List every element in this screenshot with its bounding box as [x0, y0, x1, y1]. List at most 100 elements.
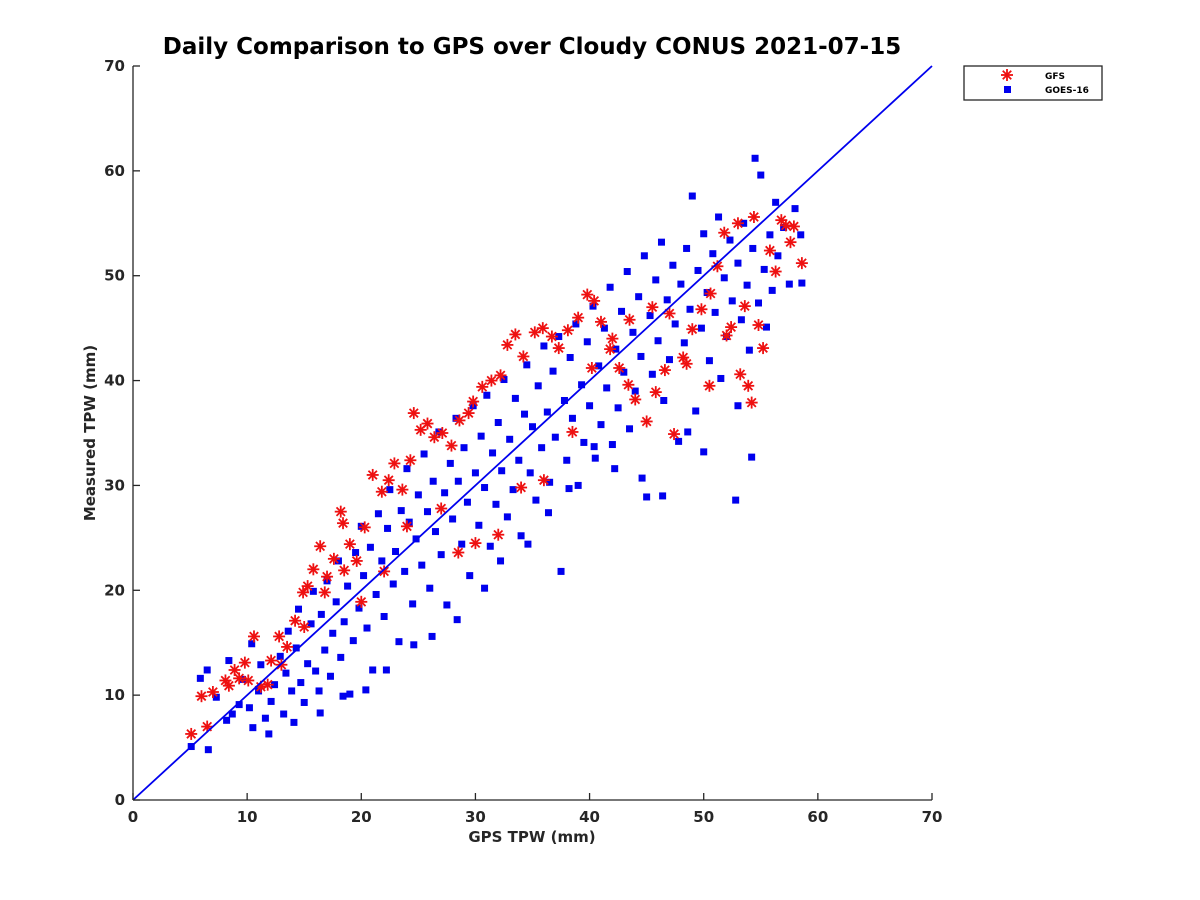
gfs-point: [301, 580, 314, 593]
goes16-point: [498, 467, 506, 475]
goes16-point: [248, 640, 256, 648]
goes16-point: [618, 307, 626, 315]
goes16-point: [489, 449, 497, 457]
goes16-point: [261, 714, 269, 722]
goes16-point: [660, 396, 668, 404]
goes16-point: [643, 493, 651, 501]
gfs-point: [686, 323, 699, 336]
goes16-point: [196, 674, 204, 682]
gfs-point: [289, 614, 302, 627]
goes16-point: [692, 407, 700, 415]
goes16-point: [389, 580, 397, 588]
gfs-point: [396, 483, 409, 496]
goes16-point: [591, 454, 599, 462]
gfs-point: [747, 210, 760, 223]
goes16-point: [297, 679, 305, 687]
goes16-point: [565, 485, 573, 493]
gfs-point: [509, 328, 522, 341]
gfs-point: [228, 663, 241, 676]
goes16-point: [526, 469, 534, 477]
gfs-point: [222, 679, 235, 692]
goes16-point: [228, 710, 236, 718]
gfs-point: [731, 217, 744, 230]
gfs-point: [604, 343, 617, 356]
y-tick-label: 50: [104, 267, 125, 285]
goes16-point: [555, 333, 563, 341]
goes16-point: [384, 524, 392, 532]
goes16-point: [709, 250, 717, 258]
goes16-point: [397, 507, 405, 515]
goes16-point: [705, 357, 713, 365]
goes16-point: [648, 370, 656, 378]
gfs-point: [552, 342, 565, 355]
goes16-point: [410, 641, 418, 649]
gfs-point: [623, 313, 636, 326]
gfs-point: [668, 428, 681, 441]
goes16-point: [486, 542, 494, 550]
goes16-point: [631, 387, 639, 395]
goes16-point: [276, 652, 284, 660]
goes16-point: [339, 692, 347, 700]
goes16-point: [671, 320, 679, 328]
goes16-point: [360, 572, 368, 580]
goes16-point: [435, 428, 443, 436]
goes16-point: [352, 549, 360, 557]
goes16-point: [532, 496, 540, 504]
goes16-point: [688, 192, 696, 200]
goes16-point: [346, 690, 354, 698]
goes16-point: [267, 697, 275, 705]
goes16-point: [280, 710, 288, 718]
goes16-point: [517, 532, 525, 540]
gfs-point: [366, 468, 379, 481]
legend: GFS GOES-16: [963, 65, 1103, 101]
x-tick-label: 60: [807, 808, 828, 826]
gfs-point: [485, 374, 498, 387]
gfs-point: [436, 427, 449, 439]
gfs-point: [476, 380, 489, 393]
gfs-point: [400, 520, 413, 533]
legend-goes16-label: GOES-16: [1045, 86, 1089, 96]
goes16-point: [589, 302, 597, 310]
gfs-point: [795, 257, 808, 270]
gfs-point: [467, 395, 480, 408]
legend-box: [963, 65, 1103, 101]
legend-gfs-marker: [1001, 69, 1013, 81]
gfs-point: [337, 517, 350, 530]
gfs-point: [201, 720, 214, 733]
goes16-point: [686, 305, 694, 313]
goes16-point: [734, 259, 742, 267]
goes16-point: [386, 486, 394, 494]
goes16-point: [566, 354, 574, 362]
goes16-point: [766, 231, 774, 239]
gfs-point: [453, 414, 466, 427]
goes16-point: [357, 522, 365, 530]
gfs-point: [421, 417, 434, 430]
goes16-point: [212, 693, 220, 701]
gfs-point: [469, 537, 482, 550]
goes16-point: [454, 477, 462, 485]
goes16-point: [429, 477, 437, 485]
goes16-point: [312, 667, 320, 675]
x-tick-label: 40: [579, 808, 600, 826]
goes16-point: [720, 274, 728, 282]
plot-area: [132, 65, 933, 801]
goes16-point: [288, 687, 296, 695]
goes16-point: [223, 716, 231, 724]
gfs-point: [566, 425, 579, 438]
gfs-point: [680, 357, 693, 370]
gfs-point: [779, 219, 792, 232]
gfs-point: [492, 528, 505, 541]
gfs-point: [318, 586, 331, 599]
goes16-point: [606, 283, 614, 291]
gfs-point: [561, 324, 574, 337]
x-axis-ticks: 0 10 20 30 40 50 60 70: [128, 793, 942, 826]
goes16-point: [374, 510, 382, 518]
goes16-point: [568, 414, 576, 422]
goes16-point: [441, 489, 449, 497]
gfs-point: [314, 540, 327, 553]
gfs-point: [355, 595, 368, 608]
goes16-point: [586, 402, 594, 410]
goes16-point: [629, 328, 637, 336]
gfs-point: [663, 307, 676, 320]
goes16-point: [640, 252, 648, 260]
